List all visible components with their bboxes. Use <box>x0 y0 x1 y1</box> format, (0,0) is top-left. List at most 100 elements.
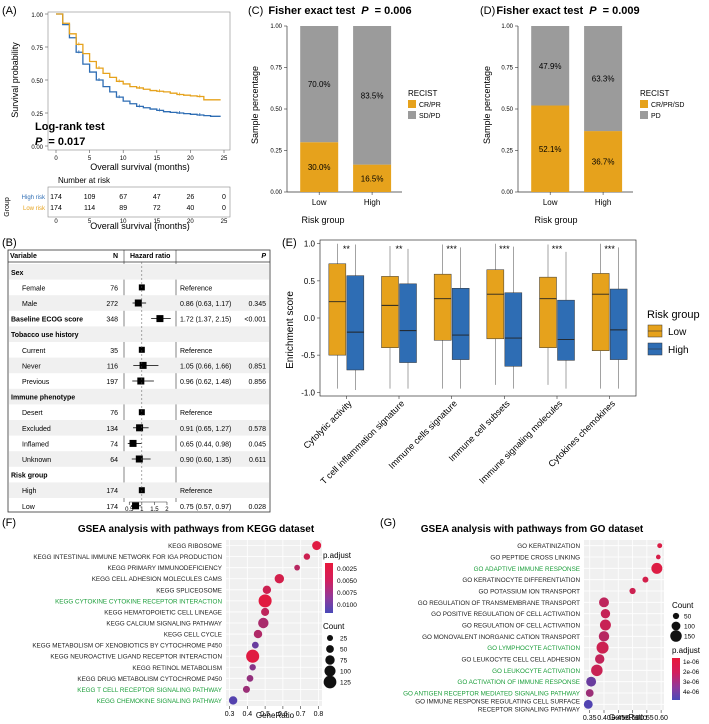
forest-row-label: Desert <box>22 410 43 417</box>
forest-frame <box>7 249 271 513</box>
km-risk-count: 89 <box>119 205 127 212</box>
recist-d-bar-label: 47.9% <box>539 62 562 71</box>
km-xtick-label: 15 <box>153 156 160 162</box>
box-significance: ** <box>395 244 403 254</box>
forest-row-hr-text: 0.91 (0.65, 1.27) <box>180 426 231 433</box>
km-risk-xtick-label: 5 <box>88 219 92 225</box>
gsea-g-count-dot <box>671 621 681 631</box>
forest-hr-marker <box>132 502 140 510</box>
forest-row-hr-text: 0.96 (0.62, 1.48) <box>180 379 231 386</box>
forest-row-hr-text: Reference <box>180 285 212 292</box>
km-group-axis: Group <box>4 197 11 217</box>
forest-row-label: Male <box>22 301 37 308</box>
recist-d-legend-label: PD <box>651 113 661 120</box>
forest-row-hr-text: 0.75 (0.57, 0.97) <box>180 504 231 511</box>
km-plot-frame <box>47 11 231 151</box>
forest-row-label: High <box>22 488 37 495</box>
recist-d-ytick-label: 0.50 <box>501 107 513 113</box>
box-legend-title: Risk group <box>647 309 700 321</box>
recist-c-bar-label: 30.0% <box>308 163 331 172</box>
gsea-g-term-label: GO REGULATION OF TRANSMEMBRANE TRANSPORT <box>418 600 580 607</box>
recist-c-xtick-label: Low <box>312 198 327 207</box>
gsea-g-term-label: GO LYMPHOCYTE ACTIVATION <box>487 645 580 652</box>
box-ylabel: Enrichment score <box>285 291 296 369</box>
recist-d-legend-title: RECIST <box>640 89 669 98</box>
gsea-go-panel: GSEA analysis with pathways from GO data… <box>403 524 701 722</box>
gsea-g-padj-colorbar <box>672 658 680 700</box>
panel-label-a: (A) <box>2 5 17 17</box>
gsea-g-dot <box>598 631 610 642</box>
forest-row-hr-text: Reference <box>180 488 212 495</box>
gsea-f-padj-label: 0.0100 <box>337 602 357 609</box>
box-high-0 <box>346 275 365 371</box>
gsea-g-term-label: GO POSITIVE REGULATION OF CELL ACTIVATIO… <box>431 611 580 618</box>
recist-d-panel: Fisher exact test P = 0.009 Sample perce… <box>482 5 684 225</box>
forest-row-band <box>9 326 269 342</box>
box-legend-label: High <box>668 345 689 356</box>
forest-row-n: 76 <box>110 410 118 417</box>
recist-c-ytick-label: 0.25 <box>270 149 282 155</box>
gsea-g-dot <box>591 664 603 677</box>
recist-c-ytick-label: 0.00 <box>270 190 282 196</box>
gsea-g-xtick-label: 0.55 <box>640 715 654 722</box>
panel-label-f: (F) <box>2 517 16 529</box>
gsea-f-legend-padj-title: p.adjust <box>323 551 352 560</box>
recist-d-legend-label: CR/PR/SD <box>651 102 684 109</box>
gsea-f-term-label: KEGG T CELL RECEPTOR SIGNALING PATHWAY <box>77 687 223 694</box>
gsea-f-dot <box>246 649 260 663</box>
gsea-g-xtick-label: 0.40 <box>597 715 611 722</box>
forest-row-hr-text: Reference <box>180 410 212 417</box>
gsea-g-dot <box>585 689 594 697</box>
gsea-f-dot <box>253 629 263 639</box>
gsea-g-padj-label: 1e-06 <box>683 659 700 666</box>
gsea-f-count-label: 50 <box>340 647 348 654</box>
km-risk-count: 40 <box>187 205 195 212</box>
box-significance: *** <box>552 244 563 254</box>
gsea-g-dot <box>629 587 636 595</box>
recist-d-ytick-label: 0.25 <box>501 149 513 155</box>
km-xtick-label: 10 <box>120 156 127 162</box>
recist-d-xtick-label: High <box>595 198 611 207</box>
gsea-g-term-label: GO ANTIGEN RECEPTOR MEDIATED SIGNALING P… <box>403 691 581 698</box>
box-low-2 <box>433 273 452 341</box>
forest-row-p: 0.028 <box>248 504 266 511</box>
gsea-f-dot <box>246 674 254 682</box>
gsea-g-dot <box>655 554 661 560</box>
gsea-g-xtick-label: 0.35 <box>583 715 597 722</box>
km-risk-title: Number at risk <box>58 176 111 185</box>
gsea-g-title: GSEA analysis with pathways from GO data… <box>421 524 644 535</box>
forest-row-n: 134 <box>106 426 118 433</box>
gsea-g-xtick-label: 0.45 <box>611 715 625 722</box>
forest-hr-marker <box>134 299 142 307</box>
gsea-g-dot <box>642 576 649 583</box>
forest-row-label: Immune phenotype <box>11 395 75 402</box>
recist-d-legend-swatch <box>640 111 648 119</box>
gsea-f-term-label: KEGG NEUROACTIVE LIGAND RECEPTOR INTERAC… <box>50 654 222 661</box>
gsea-f-count-label: 100 <box>340 669 351 676</box>
recist-d-bar-high-0 <box>584 131 623 192</box>
panel-label-b: (B) <box>2 237 17 249</box>
gsea-g-term-label: GO IMMUNE RESPONSE REGULATING CELL SURFA… <box>415 698 580 705</box>
forest-hr-marker <box>139 361 147 369</box>
km-xtick-label: 25 <box>221 156 228 162</box>
gsea-g-term-label: GO KERATINIZATION <box>517 543 580 550</box>
forest-row-hr-text: 0.65 (0.44, 0.98) <box>180 441 231 448</box>
km-risk-xtick-label: 15 <box>153 219 160 225</box>
forest-row-hr-text: Reference <box>180 348 212 355</box>
gsea-g-term-label: GO REGULATION OF CELL ACTIVATION <box>462 623 580 630</box>
forest-axis-tick-label: 2 <box>165 507 169 513</box>
gsea-f-term-label: KEGG RETINOL METABOLISM <box>132 665 222 672</box>
gsea-g-xlabel: GeneRatio <box>609 713 648 722</box>
forest-axis-tick-label: 1 <box>140 507 144 513</box>
recist-c-legend-swatch <box>408 111 416 119</box>
gsea-f-dot <box>312 541 322 551</box>
km-curve-low-risk <box>56 13 221 101</box>
gsea-f-term-label: KEGG CELL ADHESION MOLECULES CAMS <box>92 576 222 583</box>
km-risk-count: 109 <box>84 194 96 201</box>
km-xtick-label: 0 <box>54 156 58 162</box>
km-xlabel-risk: Overall survival (months) <box>90 221 190 231</box>
forest-row-label: Female <box>22 285 45 292</box>
forest-header-p: P <box>261 253 266 260</box>
gsea-f-title: GSEA analysis with pathways from KEGG da… <box>78 524 315 535</box>
gsea-g-count-label: 50 <box>684 614 692 621</box>
